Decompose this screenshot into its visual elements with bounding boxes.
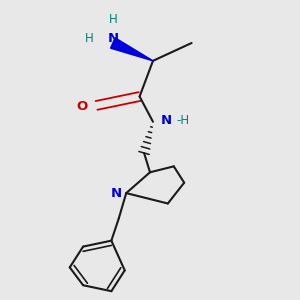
Text: H: H xyxy=(109,13,117,26)
Text: -H: -H xyxy=(176,114,189,128)
Text: N: N xyxy=(110,187,122,200)
Polygon shape xyxy=(111,38,153,61)
Text: N: N xyxy=(107,32,118,45)
Text: H: H xyxy=(85,32,93,45)
Text: O: O xyxy=(76,100,87,112)
Text: N: N xyxy=(161,114,172,128)
